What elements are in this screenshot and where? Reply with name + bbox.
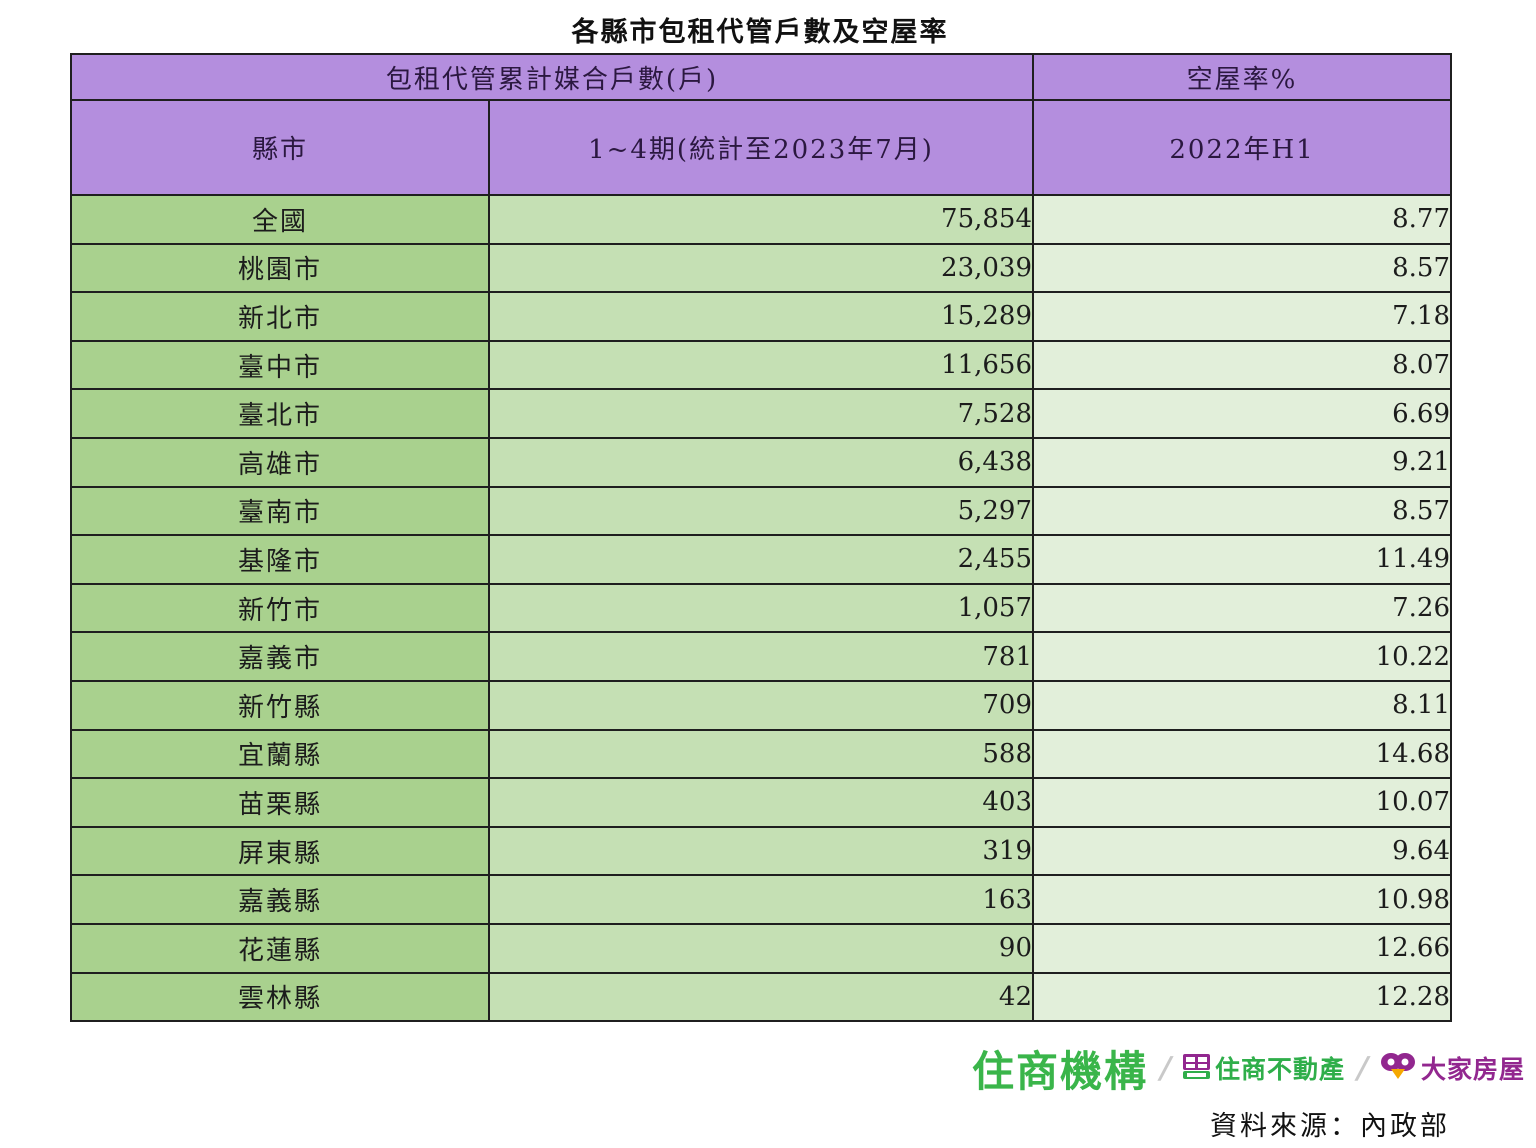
table-row: 嘉義縣 163 10.98 bbox=[70, 874, 1453, 925]
table-row: 宜蘭縣 588 14.68 bbox=[70, 728, 1453, 780]
city-cell: 臺中市 bbox=[70, 339, 490, 391]
table-row: 臺北市 7,528 6.69 bbox=[70, 388, 1453, 439]
households-cell: 709 bbox=[487, 679, 1035, 731]
households-cell: 588 bbox=[487, 728, 1035, 780]
table-row: 新北市 15,289 7.18 bbox=[70, 291, 1453, 342]
brand-djh-label: 大家房屋 bbox=[1420, 1055, 1525, 1084]
vacancy-cell: 9.64 bbox=[1032, 825, 1453, 877]
table-row: 高雄市 6,438 9.21 bbox=[70, 436, 1453, 488]
households-cell: 5,297 bbox=[487, 485, 1035, 537]
djh-owl-icon bbox=[1380, 1052, 1416, 1084]
households-cell: 90 bbox=[487, 922, 1035, 974]
header-group-row: 包租代管累計媒合戶數(戶) 空屋率% bbox=[69, 53, 1453, 101]
vacancy-cell: 7.18 bbox=[1032, 291, 1453, 342]
header-city: 縣市 bbox=[70, 99, 490, 196]
city-cell: 新竹市 bbox=[70, 582, 490, 634]
vacancy-cell: 12.28 bbox=[1032, 971, 1453, 1023]
vacancy-cell: 8.77 bbox=[1032, 194, 1453, 245]
households-cell: 1,057 bbox=[487, 582, 1035, 634]
vacancy-cell: 14.68 bbox=[1032, 728, 1453, 780]
brand-djh: 大家房屋 bbox=[1380, 1050, 1525, 1086]
table-row: 新竹市 1,057 7.26 bbox=[70, 582, 1453, 634]
table-body: 全國 75,854 8.77 桃園市 23,039 8.57 新北市 15,28… bbox=[70, 194, 1453, 1023]
page-title: 各縣市包租代管戶數及空屋率 bbox=[571, 17, 949, 48]
data-source-note: 資料來源：內政部 bbox=[1210, 1111, 1450, 1142]
vacancy-cell: 10.22 bbox=[1032, 631, 1453, 682]
table-row: 苗栗縣 403 10.07 bbox=[70, 777, 1453, 828]
hb-building-icon bbox=[1182, 1053, 1210, 1083]
vacancy-cell: 7.26 bbox=[1032, 582, 1453, 634]
header-vacancy-group: 空屋率% bbox=[1032, 53, 1453, 101]
households-cell: 319 bbox=[487, 825, 1035, 877]
table-row: 雲林縣 42 12.28 bbox=[70, 971, 1453, 1023]
city-cell: 嘉義市 bbox=[70, 631, 490, 682]
table-row: 花蓮縣 90 12.66 bbox=[70, 922, 1453, 974]
data-table: 包租代管累計媒合戶數(戶) 空屋率% 縣市 1~4期(統計至2023年7月) 2… bbox=[69, 53, 1453, 1023]
vacancy-cell: 12.66 bbox=[1032, 922, 1453, 974]
city-cell: 苗栗縣 bbox=[70, 777, 490, 828]
city-cell: 屏東縣 bbox=[70, 825, 490, 877]
households-cell: 23,039 bbox=[487, 242, 1035, 294]
households-cell: 403 bbox=[487, 777, 1035, 828]
header-households-period: 1~4期(統計至2023年7月) bbox=[487, 99, 1035, 196]
city-cell: 臺南市 bbox=[70, 485, 490, 537]
vacancy-cell: 10.98 bbox=[1032, 874, 1453, 925]
brand-hb-label: 住商不動產 bbox=[1214, 1055, 1345, 1084]
table-row: 屏東縣 319 9.64 bbox=[70, 825, 1453, 877]
vacancy-cell: 8.07 bbox=[1032, 339, 1453, 391]
households-cell: 7,528 bbox=[487, 388, 1035, 439]
households-cell: 6,438 bbox=[487, 436, 1035, 488]
households-cell: 15,289 bbox=[487, 291, 1035, 342]
city-cell: 新竹縣 bbox=[70, 679, 490, 731]
city-cell: 花蓮縣 bbox=[70, 922, 490, 974]
vacancy-cell: 10.07 bbox=[1032, 777, 1453, 828]
vacancy-cell: 8.11 bbox=[1032, 679, 1453, 731]
header-households-group: 包租代管累計媒合戶數(戶) bbox=[69, 53, 1035, 101]
table-row: 桃園市 23,039 8.57 bbox=[70, 242, 1453, 294]
table-row: 新竹縣 709 8.11 bbox=[70, 679, 1453, 731]
table-row: 臺中市 11,656 8.07 bbox=[70, 339, 1453, 391]
vacancy-cell: 11.49 bbox=[1032, 534, 1453, 585]
city-cell: 高雄市 bbox=[70, 436, 490, 488]
brand-main-logo: 住商機構 bbox=[972, 1046, 1149, 1096]
city-cell: 雲林縣 bbox=[70, 971, 490, 1023]
city-cell: 桃園市 bbox=[70, 242, 490, 294]
table-row: 全國 75,854 8.77 bbox=[70, 194, 1453, 245]
households-cell: 11,656 bbox=[487, 339, 1035, 391]
brand-separator: / bbox=[1156, 1050, 1175, 1086]
households-cell: 42 bbox=[487, 971, 1035, 1023]
table-row: 嘉義市 781 10.22 bbox=[70, 631, 1453, 682]
city-cell: 宜蘭縣 bbox=[70, 728, 490, 780]
brand-strip: 住商機構 / 住商不動產 / bbox=[972, 1040, 1525, 1096]
city-cell: 基隆市 bbox=[70, 534, 490, 585]
brand-hb: 住商不動產 bbox=[1182, 1050, 1345, 1086]
vacancy-cell: 6.69 bbox=[1032, 388, 1453, 439]
city-cell: 嘉義縣 bbox=[70, 874, 490, 925]
vacancy-cell: 8.57 bbox=[1032, 242, 1453, 294]
vacancy-cell: 8.57 bbox=[1032, 485, 1453, 537]
households-cell: 2,455 bbox=[487, 534, 1035, 585]
header-columns-row: 縣市 1~4期(統計至2023年7月) 2022年H1 bbox=[70, 99, 1453, 196]
table-row: 臺南市 5,297 8.57 bbox=[70, 485, 1453, 537]
table-row: 基隆市 2,455 11.49 bbox=[70, 534, 1453, 585]
households-cell: 75,854 bbox=[487, 194, 1035, 245]
households-cell: 163 bbox=[487, 874, 1035, 925]
city-cell: 全國 bbox=[70, 194, 490, 245]
city-cell: 新北市 bbox=[70, 291, 490, 342]
city-cell: 臺北市 bbox=[70, 388, 490, 439]
households-cell: 781 bbox=[487, 631, 1035, 682]
vacancy-cell: 9.21 bbox=[1032, 436, 1453, 488]
header-vacancy-period: 2022年H1 bbox=[1032, 99, 1453, 196]
brand-separator-2: / bbox=[1353, 1050, 1372, 1086]
